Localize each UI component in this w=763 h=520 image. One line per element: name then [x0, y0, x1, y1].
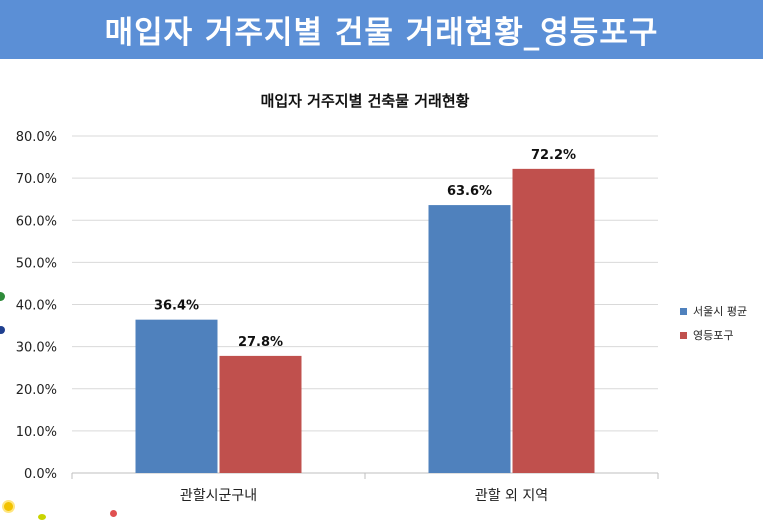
legend-swatch-yeongdeungpo	[680, 331, 687, 339]
chart-legend: 서울시 평균 영등포구	[680, 299, 747, 347]
y-tick-label: 20.0%	[16, 383, 57, 398]
page-banner: 매입자 거주지별 건물 거래현황_영등포구	[0, 0, 763, 59]
bar	[512, 168, 595, 474]
flower-decoration-3	[110, 510, 117, 517]
flower-decoration-1	[4, 502, 13, 511]
legend-label-seoul: 서울시 평균	[693, 305, 748, 318]
y-tick-label: 80.0%	[16, 130, 57, 145]
legend-swatch-seoul	[680, 307, 687, 315]
y-tick-label: 70.0%	[16, 172, 57, 187]
legend-label-yeongdeungpo: 영등포구	[693, 329, 734, 342]
bar	[428, 205, 511, 473]
data-label: 36.4%	[154, 299, 199, 314]
y-tick-label: 40.0%	[16, 299, 57, 314]
x-tick-label: 관할 외 지역	[475, 488, 548, 504]
legend-item-yeongdeungpo: 영등포구	[680, 323, 747, 347]
green-dot-decoration	[0, 292, 5, 301]
chart-title: 매입자 거주지별 건축물 거래현황	[260, 92, 470, 110]
y-tick-label: 0.0%	[24, 467, 57, 482]
blue-dot-decoration	[0, 326, 5, 334]
legend-item-seoul: 서울시 평균	[680, 299, 747, 323]
y-tick-label: 30.0%	[16, 341, 57, 356]
x-tick-label: 관할시군구내	[180, 488, 257, 504]
page-title: 매입자 거주지별 건물 거래현황_영등포구	[104, 15, 659, 51]
y-tick-label: 10.0%	[16, 425, 57, 440]
y-tick-label: 60.0%	[16, 214, 57, 229]
bar	[219, 355, 302, 473]
y-tick-label: 50.0%	[16, 256, 57, 271]
bar	[135, 319, 218, 473]
data-label: 63.6%	[447, 184, 492, 199]
flower-decoration-2	[38, 514, 46, 520]
data-label: 72.2%	[531, 148, 576, 163]
data-label: 27.8%	[238, 335, 283, 350]
